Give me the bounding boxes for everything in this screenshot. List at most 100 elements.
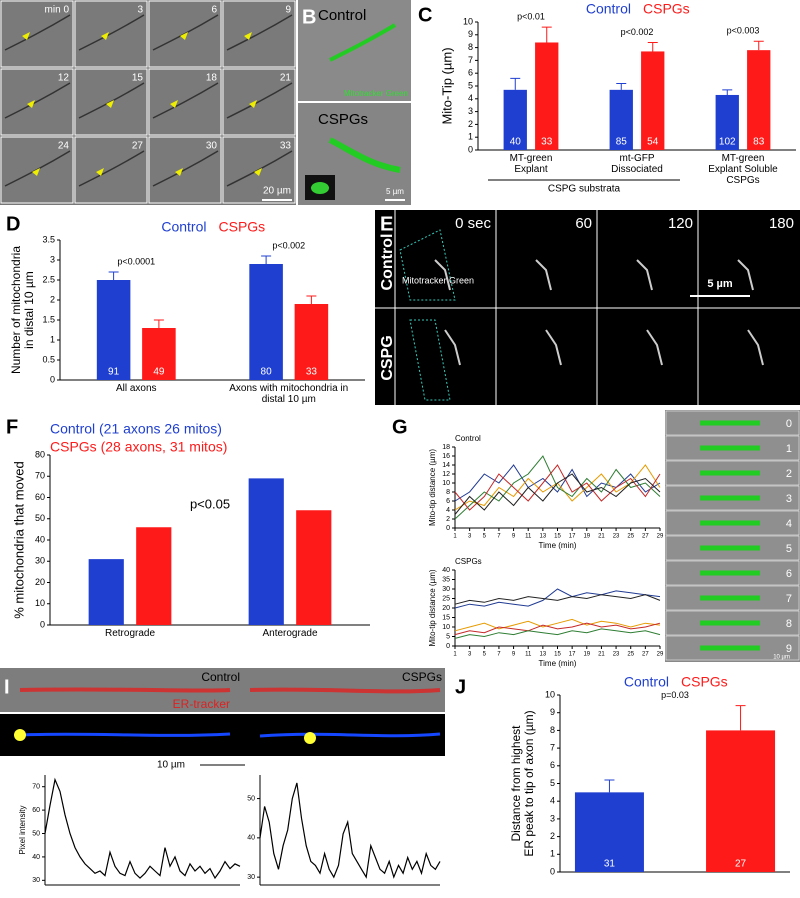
y-tick-label: 10 [442, 624, 450, 631]
bar [503, 89, 527, 150]
y-tick-label: 6 [550, 760, 555, 770]
error-bar [153, 319, 164, 328]
x-axis-label: Time (min) [539, 659, 577, 668]
n-label: 49 [153, 367, 165, 378]
x-tick-label: Anterograde [262, 628, 318, 639]
condition-label: CSPGs [402, 670, 442, 684]
frame-label: 1 [786, 443, 792, 455]
y-axis-label: Mito-tip distance (µm) [428, 449, 437, 526]
y-tick-label: 5 [446, 633, 450, 640]
y-tick-label: 50 [32, 830, 40, 837]
time-label: 6 [211, 5, 217, 16]
y-tick-label: 3 [50, 254, 55, 264]
category-label-box: Axons with mitochondria in distal 10 µm [229, 383, 349, 405]
x-tick-label: 1 [453, 652, 457, 658]
x-tick-label: 5 [483, 534, 487, 540]
y-tick-label: 20 [442, 605, 450, 612]
x-tick-label: 21 [598, 652, 605, 658]
p-value: p<0.0001 [117, 256, 155, 266]
axon [4, 82, 71, 119]
x-tick-label: Axons with mitochondria in distal 10 µm [229, 383, 349, 405]
time-label: 180 [769, 215, 794, 232]
error-bar [604, 779, 615, 793]
x-tick-label: 13 [540, 652, 547, 658]
bar [574, 792, 644, 872]
x-tick-label: 7 [497, 534, 501, 540]
y-tick-label: 10 [463, 16, 473, 26]
y-axis-label: in distal 10 µm [22, 271, 36, 349]
x-tick-label: 13 [540, 534, 547, 540]
y-tick-label: 8 [446, 489, 450, 496]
line [454, 628, 661, 639]
axon [152, 150, 219, 187]
p-value: p<0.002 [621, 27, 654, 37]
y-tick-label: 8 [550, 725, 555, 735]
x-tick-label: 23 [613, 534, 620, 540]
y-tick-label: 3 [550, 813, 555, 823]
line [454, 618, 661, 632]
panel-letter: E [380, 213, 393, 235]
stain-label: ER-tracker [173, 697, 230, 711]
x-tick-label: 23 [613, 652, 620, 658]
condition-label: Control [318, 7, 366, 24]
y-tick-label: 2 [550, 831, 555, 841]
x-tick-label: 25 [627, 534, 634, 540]
legend-entry: CSPGs [219, 219, 266, 235]
inset-mito [311, 182, 329, 194]
time-label: 60 [575, 215, 592, 232]
scale-label: 5 µm [386, 187, 404, 196]
frame-label: 5 [786, 543, 792, 555]
error-bar [108, 271, 119, 280]
y-tick-label: 14 [442, 462, 450, 469]
x-tick-label: 15 [554, 534, 561, 540]
y-tick-label: 5 [468, 80, 473, 90]
arrowhead [101, 32, 109, 40]
bar [535, 42, 559, 151]
x-tick-label: 27 [642, 534, 649, 540]
x-tick-label: 19 [583, 652, 590, 658]
n-label: 102 [719, 137, 736, 148]
x-tick-label: MT-green Explant [509, 153, 553, 175]
bar [706, 730, 776, 872]
y-tick-label: 50 [35, 513, 45, 523]
x-tick-label: 9 [512, 534, 516, 540]
y-tick-label: 9 [468, 29, 473, 39]
y-axis-label: Mito-Tip (µm) [439, 47, 454, 124]
mito [737, 259, 764, 366]
er-signal [19, 732, 441, 738]
time-label: 15 [132, 73, 144, 84]
y-tick-label: 20 [35, 577, 45, 587]
y-axis-label: Mito-tip distance (µm) [428, 569, 437, 646]
y-tick-label: 2 [468, 119, 473, 129]
x-tick-label: 9 [512, 652, 516, 658]
y-tick-label: 30 [247, 874, 255, 881]
category-label-box: Anterograde [262, 628, 318, 639]
mito-green [328, 137, 401, 173]
y-tick-label: 30 [442, 586, 450, 593]
x-tick-label: 15 [554, 652, 561, 658]
y-tick-label: 1 [468, 132, 473, 142]
n-label: 33 [541, 137, 553, 148]
y-tick-label: 40 [247, 835, 255, 842]
scale-label: 20 µm [263, 186, 291, 197]
time-label: min 0 [45, 5, 70, 16]
x-tick-label: 21 [598, 534, 605, 540]
time-label: 21 [280, 73, 292, 84]
y-tick-label: 0 [40, 619, 45, 629]
error-bar [753, 40, 764, 51]
er-peak [14, 729, 26, 741]
arrowhead [244, 32, 252, 40]
time-label: 0 sec [455, 215, 491, 232]
panel-letter: F [6, 416, 18, 438]
category-label-box: All axons [116, 383, 157, 394]
y-tick-label: 2 [50, 294, 55, 304]
bar [747, 50, 771, 150]
axon [78, 14, 145, 51]
stain-label: Mitotracker Green [344, 89, 408, 98]
bar [248, 478, 284, 625]
category-label-box: MT-green Explant [509, 153, 553, 175]
time-label: 9 [285, 5, 291, 16]
condition-label: CSPGs [318, 111, 368, 128]
